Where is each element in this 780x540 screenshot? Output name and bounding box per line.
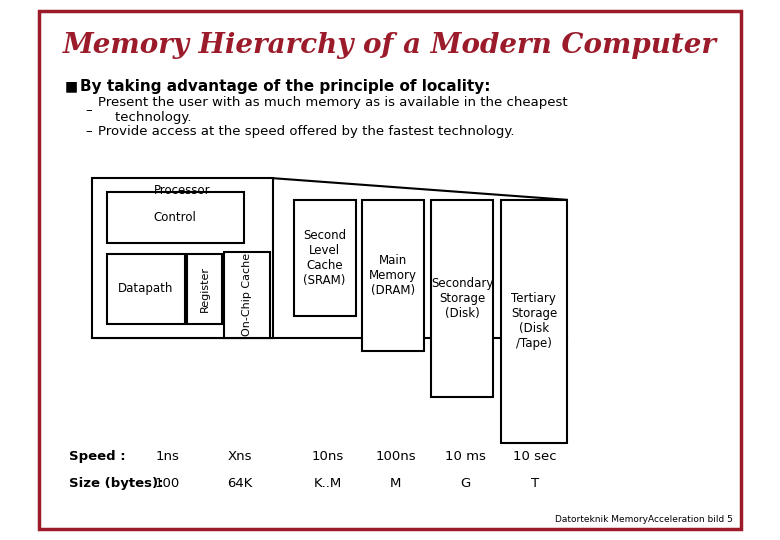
Text: K..M: K..M [314,477,342,490]
Text: Datorteknik MemoryAcceleration bild 5: Datorteknik MemoryAcceleration bild 5 [555,515,733,524]
Text: Provide access at the speed offered by the fastest technology.: Provide access at the speed offered by t… [98,125,514,138]
Bar [224,252,270,338]
FancyBboxPatch shape [39,11,741,529]
Text: –: – [85,125,92,138]
Text: 100ns: 100ns [375,450,417,463]
Text: 10 ms: 10 ms [445,450,486,463]
Text: ■: ■ [65,79,78,93]
Bar [431,200,493,397]
Bar [362,200,424,351]
Text: M: M [390,477,402,490]
Bar [293,200,356,316]
Text: Secondary
Storage
(Disk): Secondary Storage (Disk) [431,277,493,320]
Text: Datapath: Datapath [119,282,174,295]
Text: 100: 100 [154,477,180,490]
Text: Memory Hierarchy of a Modern Computer: Memory Hierarchy of a Modern Computer [63,32,717,59]
Text: Tertiary
Storage
(Disk
/Tape): Tertiary Storage (Disk /Tape) [511,292,557,350]
Text: G: G [460,477,470,490]
Text: By taking advantage of the principle of locality:: By taking advantage of the principle of … [80,79,490,94]
Text: Control: Control [154,211,197,224]
Text: Register: Register [200,266,210,312]
Text: Present the user with as much memory as is available in the cheapest
    technol: Present the user with as much memory as … [98,96,567,124]
Bar [501,200,567,443]
Text: T: T [530,477,539,490]
Text: Speed :: Speed : [69,450,126,463]
Bar [107,192,244,243]
Bar [92,178,273,338]
Text: Second
Level
Cache
(SRAM): Second Level Cache (SRAM) [303,229,346,287]
Bar [107,254,186,324]
Text: Xns: Xns [228,450,253,463]
Text: On-Chip Cache: On-Chip Cache [242,253,252,336]
Text: 10 sec: 10 sec [512,450,556,463]
Text: –: – [85,104,92,117]
Bar [187,254,222,324]
Text: 64K: 64K [228,477,253,490]
Text: Processor: Processor [154,184,211,197]
Text: Main
Memory
(DRAM): Main Memory (DRAM) [369,254,417,297]
Text: Size (bytes):: Size (bytes): [69,477,163,490]
Text: 10ns: 10ns [312,450,344,463]
Text: 1ns: 1ns [155,450,179,463]
